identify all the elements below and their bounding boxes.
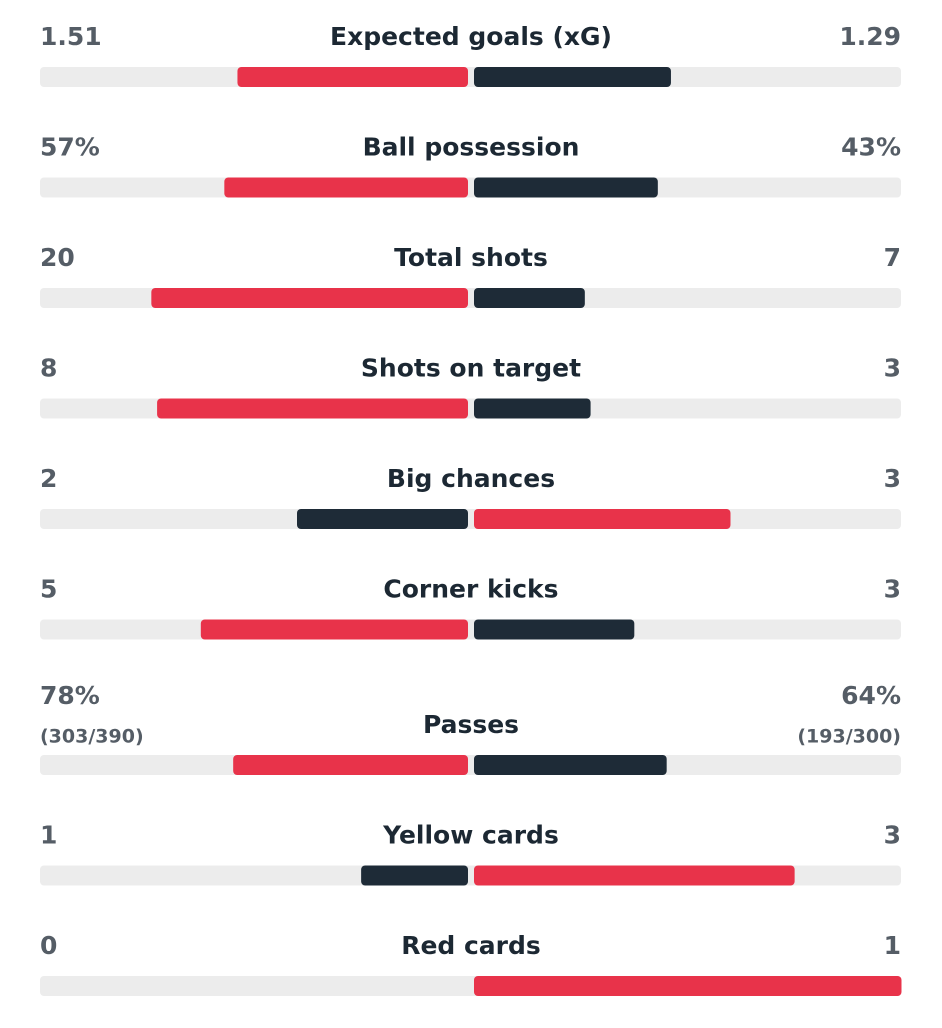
- track: [40, 67, 901, 87]
- home-value: 8: [40, 354, 57, 383]
- home-value: 2: [40, 464, 57, 493]
- track: [40, 509, 901, 529]
- stat-name: Red cards: [401, 931, 541, 960]
- track: [40, 619, 901, 640]
- home-bar: [224, 177, 468, 198]
- away-value: 3: [884, 575, 901, 604]
- home-value: 1: [40, 821, 57, 850]
- home-bar: [233, 755, 468, 775]
- away-value: 1.29: [839, 22, 901, 51]
- home-bar: [200, 619, 468, 640]
- away-value: 3: [884, 354, 901, 383]
- away-bar: [474, 509, 731, 529]
- home-value: 78%: [40, 681, 100, 710]
- home-value: 0: [40, 931, 57, 960]
- away-bar: [474, 865, 795, 886]
- away-bar: [474, 619, 635, 640]
- away-bar: [474, 288, 585, 308]
- away-bar: [474, 67, 671, 87]
- stat-name: Ball possession: [363, 133, 580, 162]
- home-value: 20: [40, 243, 75, 272]
- stat-name: Expected goals (xG): [330, 22, 612, 51]
- away-bar: [474, 976, 902, 996]
- stat-name: Yellow cards: [382, 821, 559, 850]
- track: [40, 177, 901, 198]
- away-value: 7: [884, 243, 901, 272]
- away-value: 3: [884, 464, 901, 493]
- away-bar: [474, 398, 591, 419]
- away-value: 1: [884, 931, 901, 960]
- away-value: 3: [884, 821, 901, 850]
- home-bar: [151, 288, 469, 308]
- stat-name: Shots on target: [361, 354, 581, 383]
- track: [40, 755, 901, 775]
- away-bar: [474, 177, 658, 198]
- stat-name: Corner kicks: [383, 575, 558, 604]
- home-bar: [237, 67, 468, 87]
- stat-name: Passes: [423, 710, 519, 739]
- home-value: 57%: [40, 133, 100, 162]
- home-value: 1.51: [40, 22, 102, 51]
- home-detail: (303/390): [40, 726, 144, 748]
- stat-name: Big chances: [387, 464, 555, 493]
- away-value: 43%: [841, 133, 901, 162]
- stat-name: Total shots: [394, 243, 548, 272]
- home-value: 5: [40, 575, 57, 604]
- home-bar: [157, 398, 468, 419]
- away-bar: [474, 755, 667, 775]
- away-value: 64%: [841, 681, 901, 710]
- home-bar: [361, 865, 468, 886]
- away-detail: (193/300): [797, 726, 901, 748]
- home-bar: [297, 509, 468, 529]
